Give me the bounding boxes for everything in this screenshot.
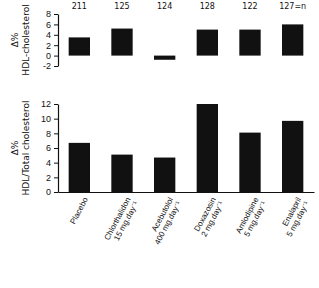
annotation: 127=n: [279, 2, 306, 11]
bars: [69, 24, 304, 59]
annotation: 128: [200, 2, 215, 11]
y-tick-label: 10: [41, 114, 51, 124]
x-tick-label: Acebutolol400 mg.day⁻¹: [145, 196, 183, 247]
y-tick: 6: [46, 143, 58, 153]
y-axis: -202468: [43, 9, 59, 71]
y-tick-label: 6: [46, 20, 51, 30]
x-tick: Acebutolol400 mg.day⁻¹: [145, 192, 183, 246]
x-tick-label: Amlodipine5 mg.day⁻¹: [234, 195, 269, 239]
y-tick-mark: [54, 35, 58, 36]
x-tick-label: Doxazosin2 mg.day⁻¹: [192, 196, 226, 239]
y-tick-label: 0: [46, 51, 51, 61]
bar: [282, 121, 303, 192]
x-axis: Placebo Chlorthalidon15 mg.day⁻¹Acebutolo…: [59, 192, 315, 246]
x-tick-label-line: 5 mg.day⁻¹: [285, 200, 311, 239]
y-axis-title-line: Δ%: [10, 32, 20, 47]
y-tick: 10: [41, 114, 58, 124]
bar: [239, 133, 260, 192]
y-tick-label: 8: [46, 129, 51, 139]
y-tick: 6: [46, 20, 58, 30]
panel: 0 2 4 6 8 10 12 Δ%HDL/Total cholesterol Placebo C…: [10, 99, 314, 246]
y-tick: 4: [46, 158, 58, 168]
bar: [111, 155, 132, 192]
y-tick: 4: [46, 30, 58, 40]
x-tick-label-line: 400 mg.day⁻¹: [153, 200, 183, 246]
y-tick: 2: [46, 41, 58, 51]
y-tick-mark: [54, 148, 58, 149]
y-tick-mark: [54, 133, 58, 134]
x-tick-label-line: Placebo: [68, 195, 90, 225]
y-tick-mark: [54, 66, 58, 67]
annotation: 211: [72, 2, 87, 11]
figure: -202468Δ%HDL-cholesterol2111251241281221…: [0, 0, 319, 288]
panel: -202468 Δ%HDL-cholesterol 211 125 124 128 122 1…: [10, 2, 306, 76]
y-tick-label: 2: [46, 41, 51, 51]
y-tick-mark: [54, 192, 58, 193]
y-tick-mark: [54, 104, 58, 105]
y-axis-title-line: Δ%: [10, 140, 20, 155]
y-tick-label: -2: [43, 61, 51, 71]
y-tick-mark: [54, 14, 58, 15]
bar: [197, 30, 218, 56]
bar: [69, 37, 90, 55]
x-tick-label-line: 15 mg.day⁻¹: [112, 200, 140, 243]
annotation: 122: [242, 2, 257, 11]
y-tick-label: 8: [46, 9, 51, 19]
x-tick: Chlorthalidon15 mg.day⁻¹: [102, 192, 140, 246]
x-axis-line: [59, 192, 315, 193]
x-tick: Doxazosin2 mg.day⁻¹: [192, 192, 226, 238]
x-tick: Placebo: [68, 192, 90, 226]
annotation: 125: [114, 2, 129, 11]
y-tick-mark: [54, 177, 58, 178]
bar: [111, 29, 132, 56]
y-axis-title-line: HDL/Total cholesterol: [21, 100, 31, 195]
bars: [69, 104, 304, 192]
x-tick-label: Enalapril5 mg.day⁻¹: [277, 196, 311, 239]
y-tick: 0: [46, 187, 58, 197]
y-axis: 0 2 4 6 8 10 12: [41, 99, 59, 197]
x-tick-label-line: 5 mg.day⁻¹: [242, 200, 268, 239]
y-axis-title-line: HDL-cholesterol: [21, 4, 31, 75]
bar: [154, 56, 175, 60]
y-axis-line: [58, 105, 59, 193]
bar: [154, 158, 175, 192]
annotation: 124: [157, 2, 172, 11]
y-tick-label: 4: [46, 158, 51, 168]
bar: [69, 143, 90, 192]
y-tick-label: 4: [46, 30, 51, 40]
y-axis-title: Δ%HDL/Total cholesterol: [10, 100, 30, 195]
x-tick-label-line: 2 mg.day⁻¹: [200, 200, 226, 239]
y-tick-label: 2: [46, 173, 51, 183]
x-tick: Enalapril5 mg.day⁻¹: [277, 192, 311, 238]
bar: [197, 104, 218, 192]
y-tick: 8: [46, 9, 58, 19]
y-tick-mark: [54, 24, 58, 25]
y-axis-line: [58, 15, 59, 67]
y-tick-mark: [54, 56, 58, 57]
x-tick-label: Chlorthalidon15 mg.day⁻¹: [102, 196, 140, 246]
y-tick-mark: [54, 163, 58, 164]
x-tick: Amlodipine5 mg.day⁻¹: [234, 192, 269, 239]
y-tick-label: 6: [46, 143, 51, 153]
y-tick: 0: [46, 51, 58, 61]
y-axis-title: Δ%HDL-cholesterol: [10, 4, 30, 75]
y-tick: 2: [46, 173, 58, 183]
bar: [239, 30, 260, 56]
y-tick: 8: [46, 129, 58, 139]
y-tick-mark: [54, 119, 58, 120]
y-tick-label: 12: [41, 99, 51, 109]
bar: [282, 24, 303, 55]
y-tick-mark: [54, 45, 58, 46]
y-tick-label: 0: [46, 187, 51, 197]
y-tick: 12: [41, 99, 58, 109]
y-tick: -2: [43, 61, 58, 71]
x-tick-label: Placebo: [68, 195, 90, 225]
